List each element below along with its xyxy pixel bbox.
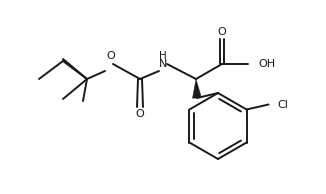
Text: O: O (218, 27, 226, 37)
Text: H: H (159, 51, 167, 61)
Text: N: N (159, 59, 167, 69)
Text: O: O (136, 109, 144, 119)
Polygon shape (193, 79, 201, 98)
Text: Cl: Cl (277, 100, 289, 109)
Text: OH: OH (258, 59, 275, 69)
Text: O: O (107, 51, 115, 61)
